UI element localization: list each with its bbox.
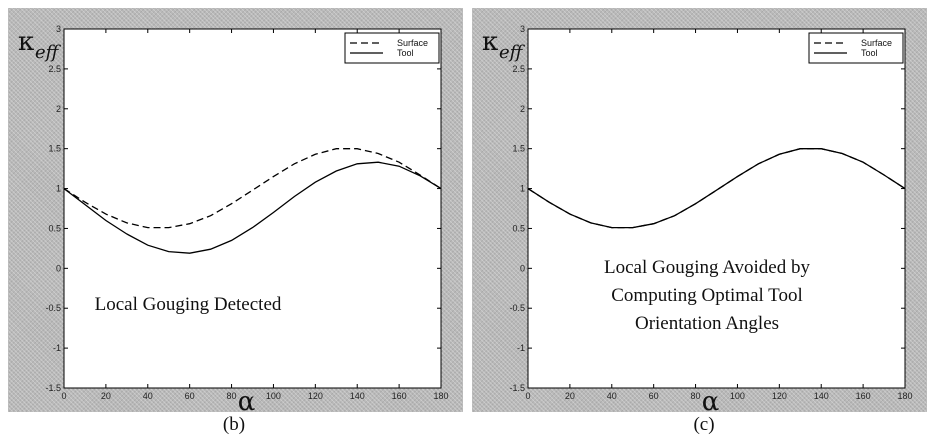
x-tick-label: 120: [308, 391, 323, 401]
chart-c-svg: -1.5 -1 -0.5 0 0.5 1 1.5 2 2.5 3 0 20 40 60 80 100 120 14…: [482, 24, 913, 412]
y-tick-label: -0.5: [509, 303, 525, 313]
x-axis-label: α: [238, 387, 256, 412]
x-tick-label: 80: [227, 391, 237, 401]
x-tick-label: 20: [101, 391, 111, 401]
plot-area: [527, 28, 906, 389]
y-tick-label: -0.5: [45, 303, 61, 313]
x-tick-label: 40: [607, 391, 617, 401]
annotation-line: Local Gouging Avoided by: [604, 257, 810, 278]
plot-area: [63, 28, 442, 389]
legend-box: [344, 32, 440, 64]
y-axis-label-subscript: eff: [35, 42, 62, 63]
x-axis-label: α: [702, 387, 720, 412]
x-tick-label: 20: [565, 391, 575, 401]
x-tick-label: 80: [691, 391, 701, 401]
caption-b: (b): [222, 414, 246, 435]
y-tick-label: 0: [56, 263, 61, 273]
y-tick-label: 1.5: [512, 144, 525, 154]
y-tick-label: 2.5: [512, 64, 525, 74]
series-line-surface: [63, 148, 442, 229]
chart-b-svg: -1.5 -1 -0.5 0 0.5 1 1.5 2 2.5 3 0 20 40 60 80 100 120 14…: [18, 24, 449, 412]
annotation-line: Computing Optimal Tool: [611, 285, 803, 306]
x-tick-label: 160: [392, 391, 407, 401]
x-tick-label: 0: [61, 391, 66, 401]
legend-label-tool: Tool: [861, 48, 878, 58]
y-tick-label: -1.5: [45, 383, 61, 393]
y-tick-label: -1: [53, 343, 61, 353]
chart-panel-c: -1.5 -1 -0.5 0 0.5 1 1.5 2 2.5 3 0 20 40 60 80 100 120 14…: [472, 8, 927, 412]
x-tick-label: 120: [772, 391, 787, 401]
y-tick-label: 0.5: [48, 223, 61, 233]
legend-label-surface: Surface: [397, 38, 428, 48]
x-tick-label: 100: [730, 391, 745, 401]
y-tick-label: 3: [520, 24, 525, 34]
x-tick-label: 160: [856, 391, 871, 401]
x-tick-label: 0: [525, 391, 530, 401]
y-tick-label: 1: [520, 184, 525, 194]
x-tick-label: 60: [649, 391, 659, 401]
x-tick-label: 180: [433, 391, 448, 401]
legend-label-surface: Surface: [861, 38, 892, 48]
annotation-line: Orientation Angles: [635, 313, 779, 334]
x-tick-label: 40: [143, 391, 153, 401]
y-axis-label-subscript: eff: [499, 42, 526, 63]
legend-box: [808, 32, 904, 64]
y-tick-label: -1.5: [509, 383, 525, 393]
legend-label-tool: Tool: [397, 48, 414, 58]
x-tick-label: 140: [814, 391, 829, 401]
y-tick-label: 1.5: [48, 144, 61, 154]
chart-panel-b: -1.5 -1 -0.5 0 0.5 1 1.5 2 2.5 3 0 20 40 60 80 100 120 14…: [8, 8, 463, 412]
series-line-tool: [527, 148, 906, 229]
series-line-tool: [63, 161, 442, 254]
y-tick-label: 2: [56, 104, 61, 114]
y-tick-label: 0.5: [512, 223, 525, 233]
y-tick-label: 3: [56, 24, 61, 34]
y-tick-label: 1: [56, 184, 61, 194]
y-tick-label: -1: [517, 343, 525, 353]
y-tick-label: 2: [520, 104, 525, 114]
x-tick-label: 140: [350, 391, 365, 401]
annotation-line: Local Gouging Detected: [95, 294, 282, 315]
x-tick-label: 180: [897, 391, 912, 401]
y-axis-label: κ: [482, 27, 498, 57]
y-axis-label: κ: [18, 27, 34, 57]
x-tick-label: 60: [185, 391, 195, 401]
y-tick-label: 0: [520, 263, 525, 273]
caption-c: (c): [693, 414, 715, 435]
y-tick-label: 2.5: [48, 64, 61, 74]
x-tick-label: 100: [266, 391, 281, 401]
